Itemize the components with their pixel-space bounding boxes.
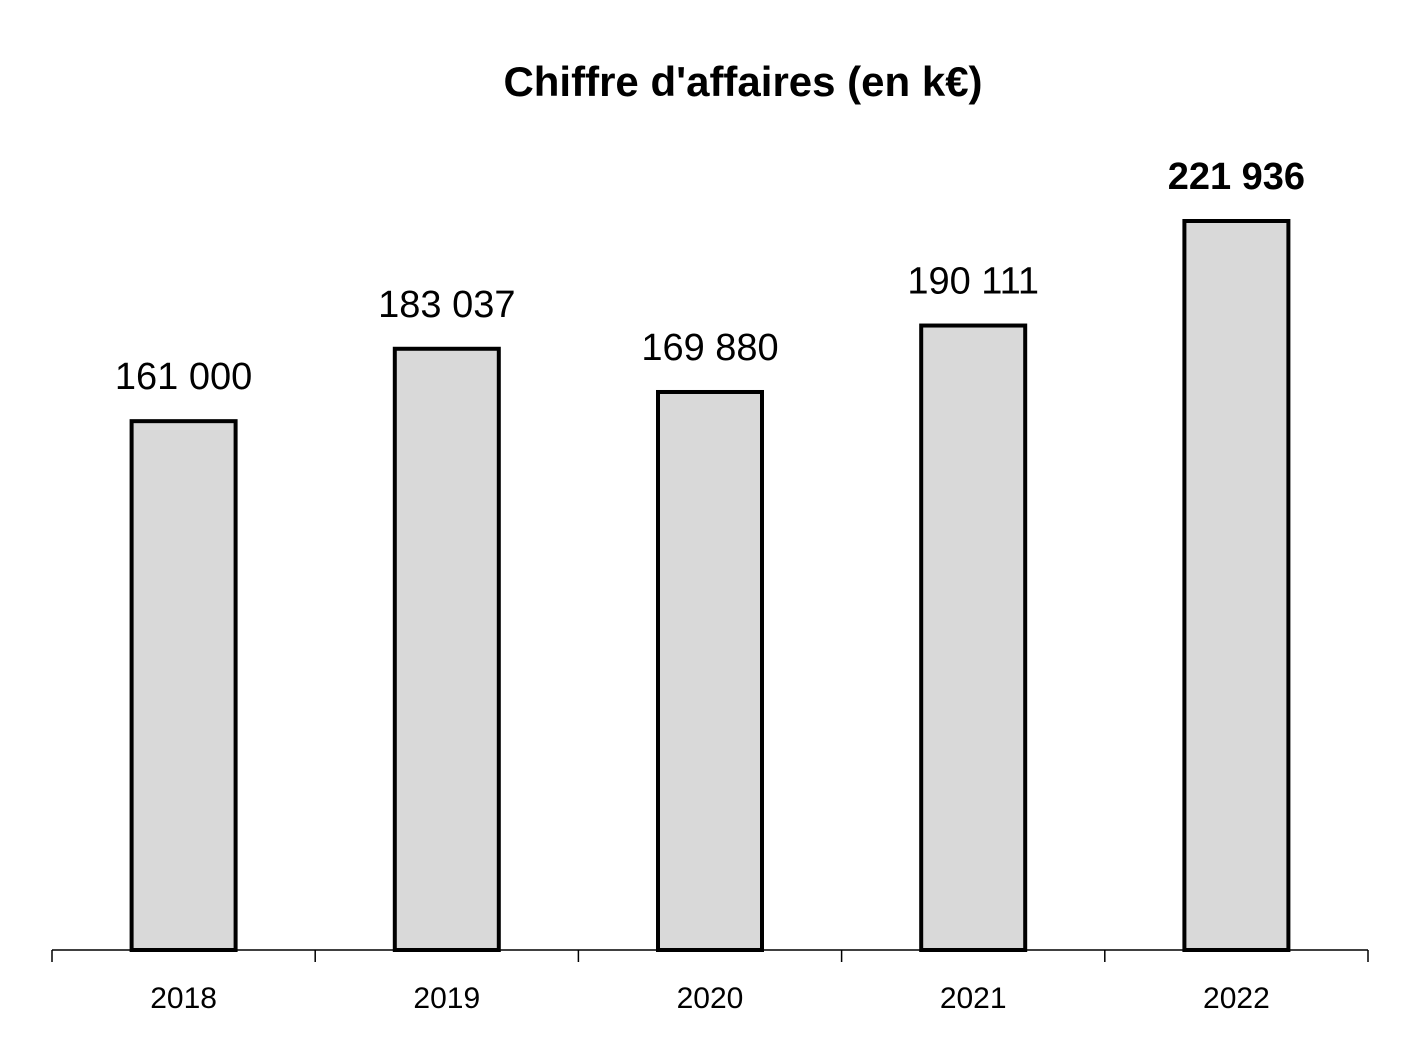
data-label: 190 111 — [907, 261, 1039, 303]
bar — [129, 419, 238, 953]
data-label: 169 880 — [641, 327, 778, 369]
x-tick-label: 2021 — [940, 982, 1007, 1015]
x-tick-label: 2019 — [413, 982, 480, 1015]
data-label: 183 037 — [378, 284, 515, 326]
bar — [1182, 219, 1291, 952]
x-tick-label: 2020 — [677, 982, 744, 1015]
chart-title: Chiffre d'affaires (en k€) — [503, 58, 982, 105]
bar — [656, 389, 764, 952]
bar — [392, 346, 501, 952]
data-label: 161 000 — [115, 356, 252, 398]
data-label: 221 936 — [1168, 156, 1305, 198]
bar — [919, 323, 1028, 952]
x-tick-label: 2018 — [150, 982, 217, 1015]
x-tick-label: 2022 — [1203, 982, 1270, 1015]
